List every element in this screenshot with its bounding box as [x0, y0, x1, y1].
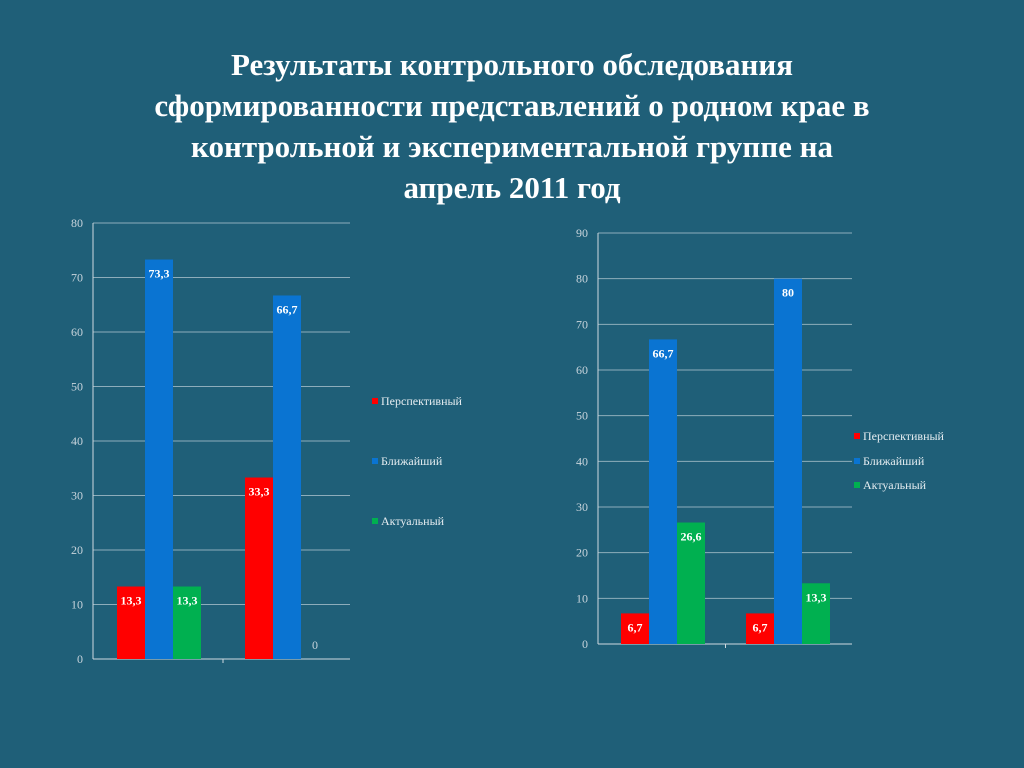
legend-label: Перспективный	[381, 394, 463, 408]
legend-swatch	[372, 458, 378, 464]
y-tick-label: 0	[77, 652, 83, 666]
data-label: 73,3	[149, 267, 170, 281]
title-line-2: сформированности представлений о родном …	[154, 88, 870, 123]
page-title: Результаты контрольного обследования сфо…	[80, 44, 944, 208]
y-tick-label: 60	[71, 325, 83, 339]
y-tick-label: 50	[71, 380, 83, 394]
data-label: 0	[312, 638, 318, 652]
y-tick-label: 70	[71, 271, 83, 285]
data-label: 66,7	[277, 302, 298, 316]
data-label: 13,3	[121, 594, 142, 608]
title-line-4: апрель 2011 год	[403, 170, 621, 205]
y-tick-label: 20	[576, 546, 588, 560]
bar	[117, 586, 145, 659]
y-tick-label: 0	[582, 637, 588, 651]
bar	[145, 259, 173, 659]
y-tick-label: 50	[576, 409, 588, 423]
chart-2: 0 10 20 30 40 50 60 70 80 90 6,7 6,7 66,7 80 26,6 13,3 П…	[576, 226, 945, 651]
data-label: 26,6	[681, 530, 702, 544]
y-tick-label: 30	[576, 500, 588, 514]
bar	[677, 522, 705, 644]
bar	[173, 586, 201, 659]
y-tick-label: 80	[576, 272, 588, 286]
y-tick-label: 20	[71, 543, 83, 557]
legend-label: Актуальный	[863, 478, 927, 492]
y-tick-label: 30	[71, 489, 83, 503]
legend-label: Актуальный	[381, 514, 445, 528]
legend-swatch	[854, 458, 860, 464]
legend-label: Ближайший	[381, 454, 443, 468]
legend-swatch	[854, 482, 860, 488]
bar	[802, 583, 830, 644]
data-label: 13,3	[806, 590, 827, 604]
data-label: 6,7	[628, 620, 643, 634]
y-tick-label: 10	[576, 591, 588, 605]
data-label: 6,7	[753, 620, 768, 634]
y-tick-label: 60	[576, 363, 588, 377]
legend-label: Ближайший	[863, 454, 925, 468]
bar	[273, 295, 301, 659]
y-tick-label: 70	[576, 317, 588, 331]
title-line-3: контрольной и экспериментальной группе н…	[191, 129, 833, 164]
y-tick-label: 90	[576, 226, 588, 240]
chart-1: 0 10 20 30 40 50 60 70 80 13,3 33,3 73,3 66,7 13,3 0 Пе…	[71, 216, 463, 666]
y-tick-label: 40	[576, 454, 588, 468]
legend-swatch	[372, 518, 378, 524]
title-line-1: Результаты контрольного обследования	[230, 47, 793, 82]
data-label: 80	[782, 286, 794, 300]
data-label: 66,7	[653, 346, 674, 360]
bar	[245, 477, 273, 659]
legend-label: Перспективный	[863, 429, 945, 443]
y-tick-label: 40	[71, 434, 83, 448]
data-label: 33,3	[249, 485, 270, 499]
bar	[774, 278, 802, 644]
y-tick-label: 10	[71, 598, 83, 612]
legend-swatch	[854, 433, 860, 439]
y-tick-label: 80	[71, 216, 83, 230]
bar	[649, 339, 677, 644]
bar	[746, 613, 774, 644]
bar	[621, 613, 649, 644]
legend-swatch	[372, 398, 378, 404]
data-label: 13,3	[177, 594, 198, 608]
